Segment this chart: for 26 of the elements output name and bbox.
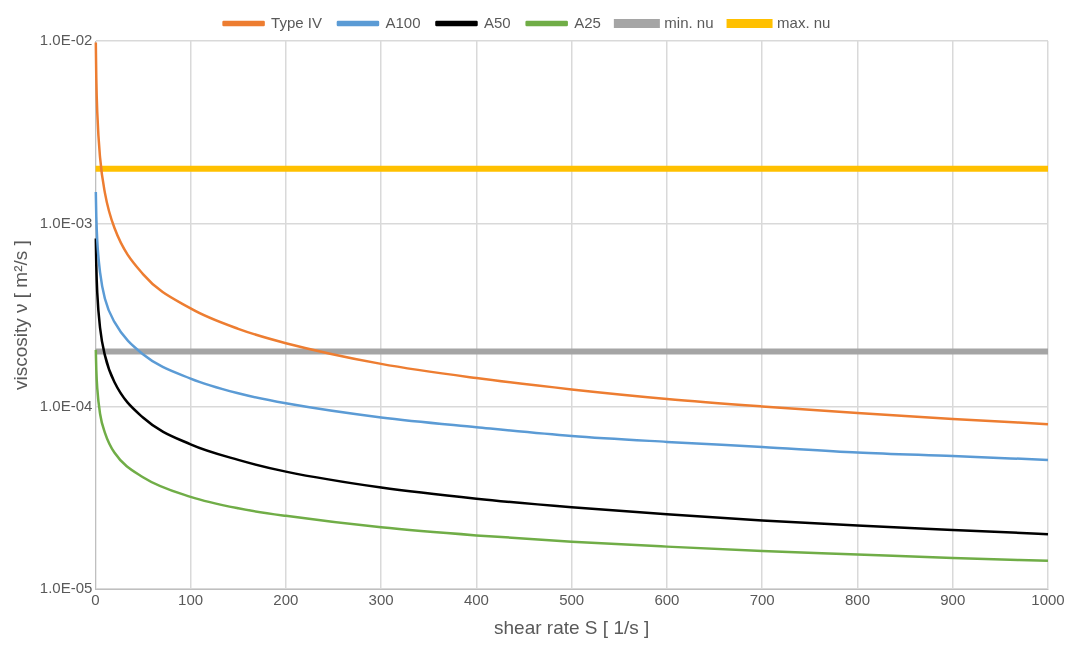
x-tick-label: 900 — [940, 591, 966, 609]
legend-label: A25 — [574, 13, 601, 31]
y-tick-label: 1.0E-05 — [39, 579, 93, 597]
line-series — [94, 190, 1050, 462]
x-tick-label: 0 — [91, 591, 100, 609]
x-tick-label: 500 — [559, 591, 585, 609]
x-tick-label: 200 — [273, 591, 299, 609]
y-axis-title: viscosity ν [ m²/s ] — [9, 240, 31, 391]
legend-label: max. nu — [777, 13, 831, 31]
x-tick-label: 1000 — [1031, 591, 1065, 609]
y-tick-label: 1.0E-03 — [39, 213, 93, 231]
x-tick-label: 700 — [749, 591, 775, 609]
x-tick-label: 100 — [178, 591, 204, 609]
legend-label: A50 — [483, 13, 511, 31]
y-tick-label: 1.0E-02 — [39, 31, 93, 49]
x-tick-label: 600 — [654, 591, 680, 609]
line-series — [94, 348, 1050, 563]
x-tick-label: 800 — [844, 591, 870, 609]
legend-label: min. nu — [664, 13, 714, 31]
line-series — [94, 237, 1050, 536]
legend-label: Type IV — [271, 13, 322, 31]
x-tick-label: 300 — [368, 591, 394, 609]
legend-label: A100 — [385, 13, 421, 31]
x-axis-title: shear rate S [ 1/s ] — [494, 616, 650, 638]
y-tick-label: 1.0E-04 — [39, 396, 93, 414]
x-tick-label: 400 — [463, 591, 489, 609]
